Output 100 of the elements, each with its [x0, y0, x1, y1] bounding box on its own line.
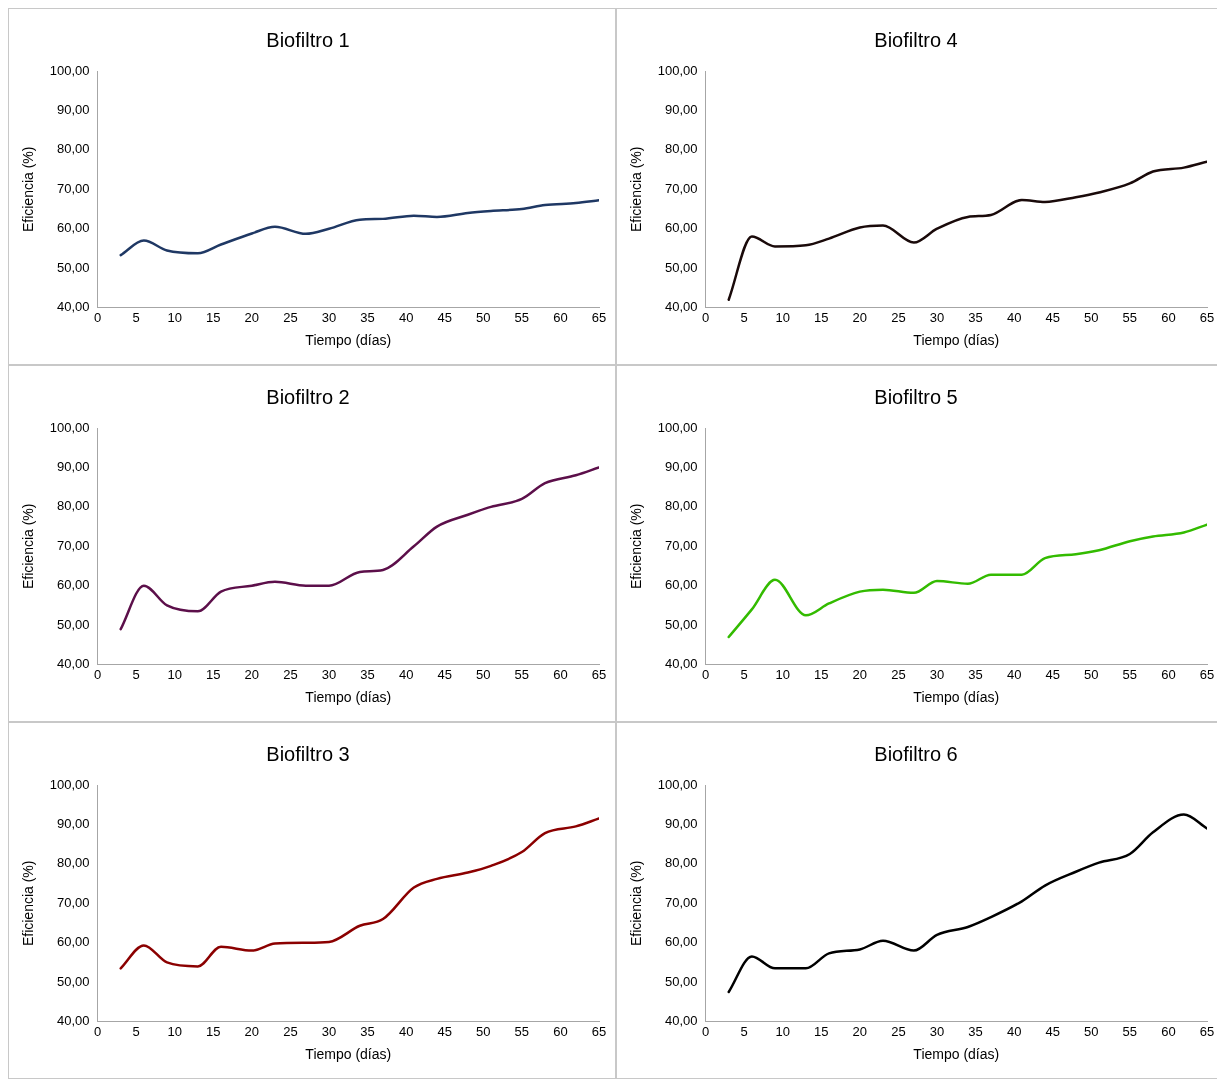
- x-tick-label: 45: [1045, 309, 1060, 325]
- y-axis-title: Eficiencia (%): [628, 860, 645, 947]
- x-tick-label: 5: [132, 1023, 140, 1039]
- x-tick-label: 40: [398, 666, 414, 682]
- x-tick-label: 60: [1161, 309, 1176, 325]
- y-axis-title: Eficiencia (%): [20, 503, 37, 590]
- y-tick-label: 80,00: [57, 855, 90, 871]
- y-tick-label: 40,00: [665, 656, 698, 672]
- chart-title: Biofiltro 1: [266, 28, 350, 51]
- x-tick-label: 65: [591, 309, 607, 325]
- y-tick-label: 80,00: [665, 141, 698, 157]
- x-tick-label: 30: [929, 309, 945, 325]
- x-tick-label: 20: [244, 666, 260, 682]
- x-tick-label: 35: [968, 666, 983, 682]
- y-tick-label: 100,00: [49, 776, 90, 792]
- x-tick-label: 30: [929, 666, 945, 682]
- x-tick-label: 20: [852, 309, 868, 325]
- x-tick-label: 50: [476, 1023, 491, 1039]
- y-tick-label: 100,00: [49, 62, 90, 78]
- x-tick-label: 55: [1122, 309, 1138, 325]
- x-tick-label: 65: [1199, 309, 1215, 325]
- x-axis-title: Tiempo (días): [305, 689, 392, 706]
- y-tick-label: 100,00: [657, 62, 698, 78]
- x-tick-label: 50: [476, 666, 491, 682]
- y-tick-label: 80,00: [57, 141, 90, 157]
- x-tick-label: 15: [206, 1023, 221, 1039]
- x-tick-label: 45: [1045, 666, 1060, 682]
- y-tick-label: 90,00: [57, 459, 90, 475]
- y-tick-label: 50,00: [57, 973, 90, 989]
- x-tick-label: 25: [283, 1023, 298, 1039]
- line-series: [119, 199, 599, 257]
- y-tick-label: 90,00: [57, 102, 90, 118]
- x-tick-label: 40: [398, 1023, 414, 1039]
- chart-title: Biofiltro 2: [266, 385, 350, 408]
- x-tick-label: 50: [1084, 309, 1099, 325]
- y-tick-label: 60,00: [57, 220, 90, 236]
- y-tick-label: 90,00: [665, 459, 698, 475]
- x-tick-label: 60: [1161, 1023, 1176, 1039]
- x-tick-label: 65: [1199, 666, 1215, 682]
- x-tick-label: 0: [701, 1023, 710, 1039]
- y-tick-label: 70,00: [665, 180, 698, 196]
- x-tick-label: 10: [167, 666, 182, 682]
- x-tick-label: 55: [514, 666, 530, 682]
- x-axis-title: Tiempo (días): [305, 332, 392, 349]
- x-tick-label: 20: [852, 1023, 868, 1039]
- x-tick-label: 0: [93, 309, 102, 325]
- line-series: [727, 523, 1207, 639]
- y-tick-label: 60,00: [665, 934, 698, 950]
- x-tick-label: 15: [206, 666, 221, 682]
- x-tick-label: 35: [968, 1023, 983, 1039]
- x-tick-label: 30: [321, 309, 337, 325]
- y-tick-label: 40,00: [57, 299, 90, 315]
- x-tick-label: 50: [1084, 666, 1099, 682]
- y-tick-label: 50,00: [665, 259, 698, 275]
- y-tick-label: 40,00: [665, 299, 698, 315]
- x-tick-label: 40: [1006, 1023, 1022, 1039]
- y-tick-label: 80,00: [665, 855, 698, 871]
- line-series: [119, 817, 599, 970]
- x-tick-label: 45: [437, 309, 452, 325]
- x-tick-label: 10: [775, 1023, 790, 1039]
- x-tick-label: 65: [591, 666, 607, 682]
- x-tick-label: 65: [1199, 1023, 1215, 1039]
- line-series: [727, 813, 1207, 994]
- chart-title: Biofiltro 4: [874, 28, 958, 51]
- y-tick-label: 60,00: [665, 220, 698, 236]
- y-tick-label: 60,00: [57, 577, 90, 593]
- x-tick-label: 15: [814, 1023, 829, 1039]
- x-tick-label: 55: [514, 309, 530, 325]
- x-tick-label: 40: [1006, 666, 1022, 682]
- y-tick-label: 90,00: [665, 816, 698, 832]
- x-tick-label: 30: [929, 1023, 945, 1039]
- x-tick-label: 25: [891, 1023, 906, 1039]
- x-tick-label: 10: [775, 666, 790, 682]
- x-tick-label: 20: [244, 309, 260, 325]
- x-tick-label: 20: [852, 666, 868, 682]
- x-tick-label: 40: [1006, 309, 1022, 325]
- y-tick-label: 60,00: [57, 934, 90, 950]
- x-tick-label: 10: [167, 1023, 182, 1039]
- x-axis-title: Tiempo (días): [913, 1046, 1000, 1063]
- y-tick-label: 70,00: [57, 537, 90, 553]
- y-tick-label: 100,00: [657, 776, 698, 792]
- x-tick-label: 25: [283, 666, 298, 682]
- x-tick-label: 25: [283, 309, 298, 325]
- y-tick-label: 70,00: [665, 894, 698, 910]
- y-axis-title: Eficiencia (%): [20, 146, 37, 233]
- x-tick-label: 15: [814, 309, 829, 325]
- y-tick-label: 90,00: [665, 102, 698, 118]
- chart-title: Biofiltro 6: [874, 742, 958, 765]
- y-tick-label: 40,00: [665, 1013, 698, 1029]
- x-tick-label: 35: [360, 666, 375, 682]
- x-tick-label: 55: [1122, 1023, 1138, 1039]
- y-axis-title: Eficiencia (%): [628, 146, 645, 233]
- x-tick-label: 35: [360, 1023, 375, 1039]
- y-tick-label: 60,00: [665, 577, 698, 593]
- line-series: [119, 466, 599, 631]
- x-tick-label: 30: [321, 666, 337, 682]
- x-tick-label: 0: [701, 666, 710, 682]
- y-tick-label: 40,00: [57, 656, 90, 672]
- x-tick-label: 45: [437, 1023, 452, 1039]
- x-tick-label: 5: [740, 309, 748, 325]
